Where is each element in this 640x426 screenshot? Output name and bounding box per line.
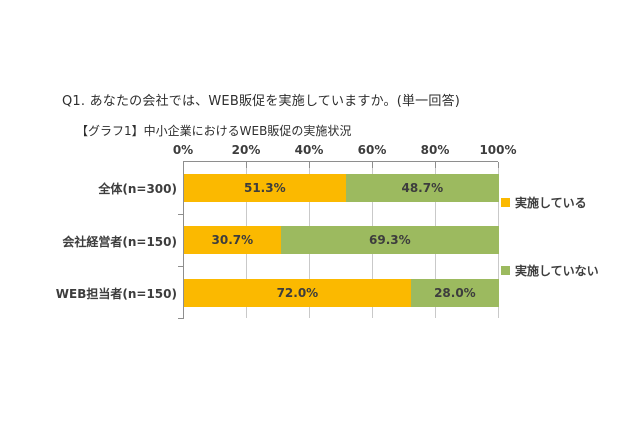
bar-segment-not-implementing: 48.7% — [345, 174, 499, 202]
bar-all: 51.3% 48.7% — [184, 174, 499, 202]
value-label: 30.7% — [211, 233, 254, 247]
axis-tick-60 — [372, 162, 373, 168]
chart-title: 【グラフ1】中小企業におけるWEB販促の実施状況 — [76, 124, 352, 138]
bar-segment-not-implementing: 28.0% — [410, 279, 499, 307]
bar-segment-implementing: 51.3% — [184, 174, 346, 202]
axis-tick-40 — [309, 162, 310, 168]
axis-tick-20 — [246, 162, 247, 168]
legend-item-not-implementing: 実施していない — [501, 262, 599, 279]
plot-area: 51.3% 48.7% 30.7% 69.3% 72.0% 28.0% — [178, 161, 499, 319]
category-label-executives: 会社経営者(n=150) — [62, 235, 177, 249]
value-label: 28.0% — [434, 286, 476, 300]
axis-tick-100 — [498, 162, 499, 168]
question-title: Q1. あなたの会社では、WEB販促を実施していますか。(単一回答) — [62, 94, 461, 109]
category-label-all: 全体(n=300) — [98, 182, 177, 196]
value-label: 48.7% — [401, 181, 444, 195]
value-label: 51.3% — [243, 181, 286, 195]
category-axis-tick — [178, 318, 184, 319]
legend-swatch-not-implementing-icon — [501, 266, 510, 275]
legend-item-implementing: 実施している — [501, 194, 587, 211]
bar-executives: 30.7% 69.3% — [184, 226, 499, 254]
bar-segment-implementing: 30.7% — [184, 226, 281, 254]
category-axis-tick — [178, 266, 184, 267]
x-axis-label-20: 20% — [231, 143, 261, 157]
axis-tick-80 — [435, 162, 436, 168]
x-axis-label-0: 0% — [172, 143, 194, 157]
bar-segment-implementing: 72.0% — [184, 279, 411, 307]
x-axis-label-60: 60% — [357, 143, 387, 157]
value-label: 72.0% — [276, 286, 319, 300]
legend-label: 実施している — [515, 196, 587, 210]
x-axis-label-100: 100% — [479, 143, 517, 157]
value-label: 69.3% — [369, 233, 411, 247]
x-axis-label-80: 80% — [420, 143, 450, 157]
legend-swatch-implementing-icon — [501, 198, 510, 207]
category-label-web-staff: WEB担当者(n=150) — [55, 287, 177, 301]
x-axis-label-40: 40% — [294, 143, 324, 157]
category-axis-tick — [178, 214, 184, 215]
bar-web-staff: 72.0% 28.0% — [184, 279, 499, 307]
bar-segment-not-implementing: 69.3% — [280, 226, 499, 254]
legend-label: 実施していない — [515, 264, 599, 278]
